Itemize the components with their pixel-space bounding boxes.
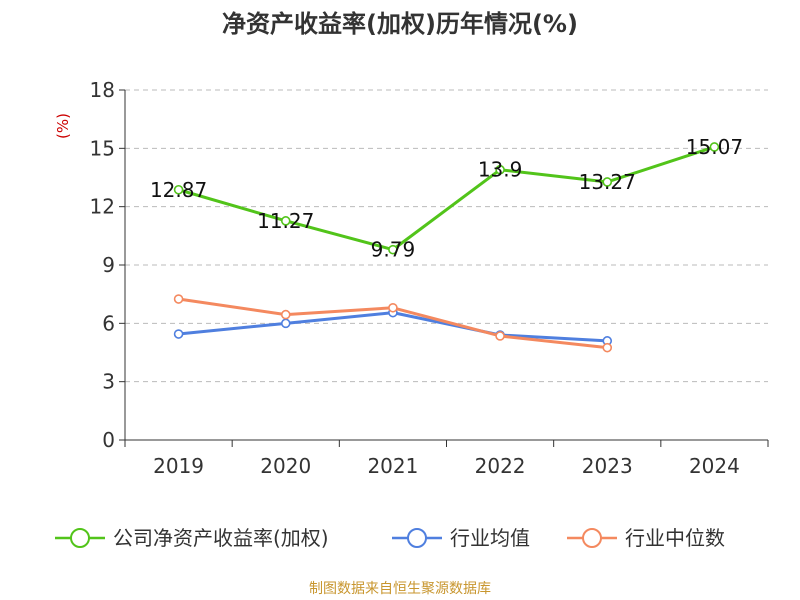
legend-label: 公司净资产收益率(加权) (113, 526, 329, 550)
legend-label: 行业均值 (450, 526, 530, 550)
x-tick-label: 2023 (582, 454, 633, 478)
legend-label: 行业中位数 (625, 526, 725, 550)
y-tick-label: 3 (102, 370, 115, 394)
data-point-marker (173, 294, 184, 304)
y-tick-label: 18 (90, 78, 115, 102)
x-tick-label: 2021 (367, 454, 418, 478)
legend-item-2[interactable]: 行业中位数 (567, 526, 725, 550)
data-point-marker (709, 142, 720, 152)
y-axis-unit-label: (%) (54, 113, 72, 139)
series-lines (173, 142, 720, 353)
x-tick-label: 2022 (475, 454, 526, 478)
x-tick-label: 2024 (689, 454, 740, 478)
axes: 0 3 6 9 12 15 18 2019 2020 2021 2022 2023 2024 (90, 78, 769, 478)
data-point-marker (388, 244, 398, 255)
data-point-marker (495, 331, 505, 341)
series-line-0 (178, 145, 715, 252)
data-point-marker (280, 216, 291, 226)
legend-swatch-marker (407, 528, 427, 548)
y-tick-label: 12 (90, 195, 115, 219)
x-tick-label: 2019 (153, 454, 204, 478)
y-tick-label: 9 (102, 253, 115, 277)
legend-item-0[interactable]: 公司净资产收益率(加权) (55, 526, 329, 550)
y-tick-label: 15 (90, 136, 115, 160)
data-point-marker (602, 177, 613, 187)
y-tick-label: 6 (102, 311, 115, 335)
legend-swatch-marker (582, 528, 602, 548)
data-point-marker (388, 302, 398, 313)
y-tick-label: 0 (102, 428, 115, 452)
data-point-marker (280, 318, 291, 329)
x-tick-label: 2020 (260, 454, 311, 478)
data-label: 15.07 (686, 135, 743, 159)
data-labels: 12.87 11.27 9.79 13.9 13.27 15.07 (150, 135, 743, 262)
data-label: 12.87 (150, 178, 207, 202)
data-point-marker (602, 342, 613, 353)
legend-item-1[interactable]: 行业均值 (392, 526, 530, 550)
data-label: 11.27 (257, 209, 314, 233)
data-point-marker (280, 309, 291, 320)
data-point-marker (173, 329, 184, 339)
data-label: 9.79 (371, 238, 416, 262)
data-label: 13.27 (579, 170, 636, 194)
source-note: 制图数据来自恒生聚源数据库 (309, 581, 491, 597)
data-point-marker (495, 164, 505, 175)
grid-lines (125, 89, 768, 383)
legend[interactable]: 公司净资产收益率(加权) 行业均值 行业中位数 (55, 526, 725, 550)
chart-title: 净资产收益率(加权)历年情况(%) (222, 10, 578, 38)
data-label: 13.9 (478, 158, 523, 182)
legend-swatch-marker (70, 528, 90, 548)
data-point-marker (173, 184, 184, 195)
